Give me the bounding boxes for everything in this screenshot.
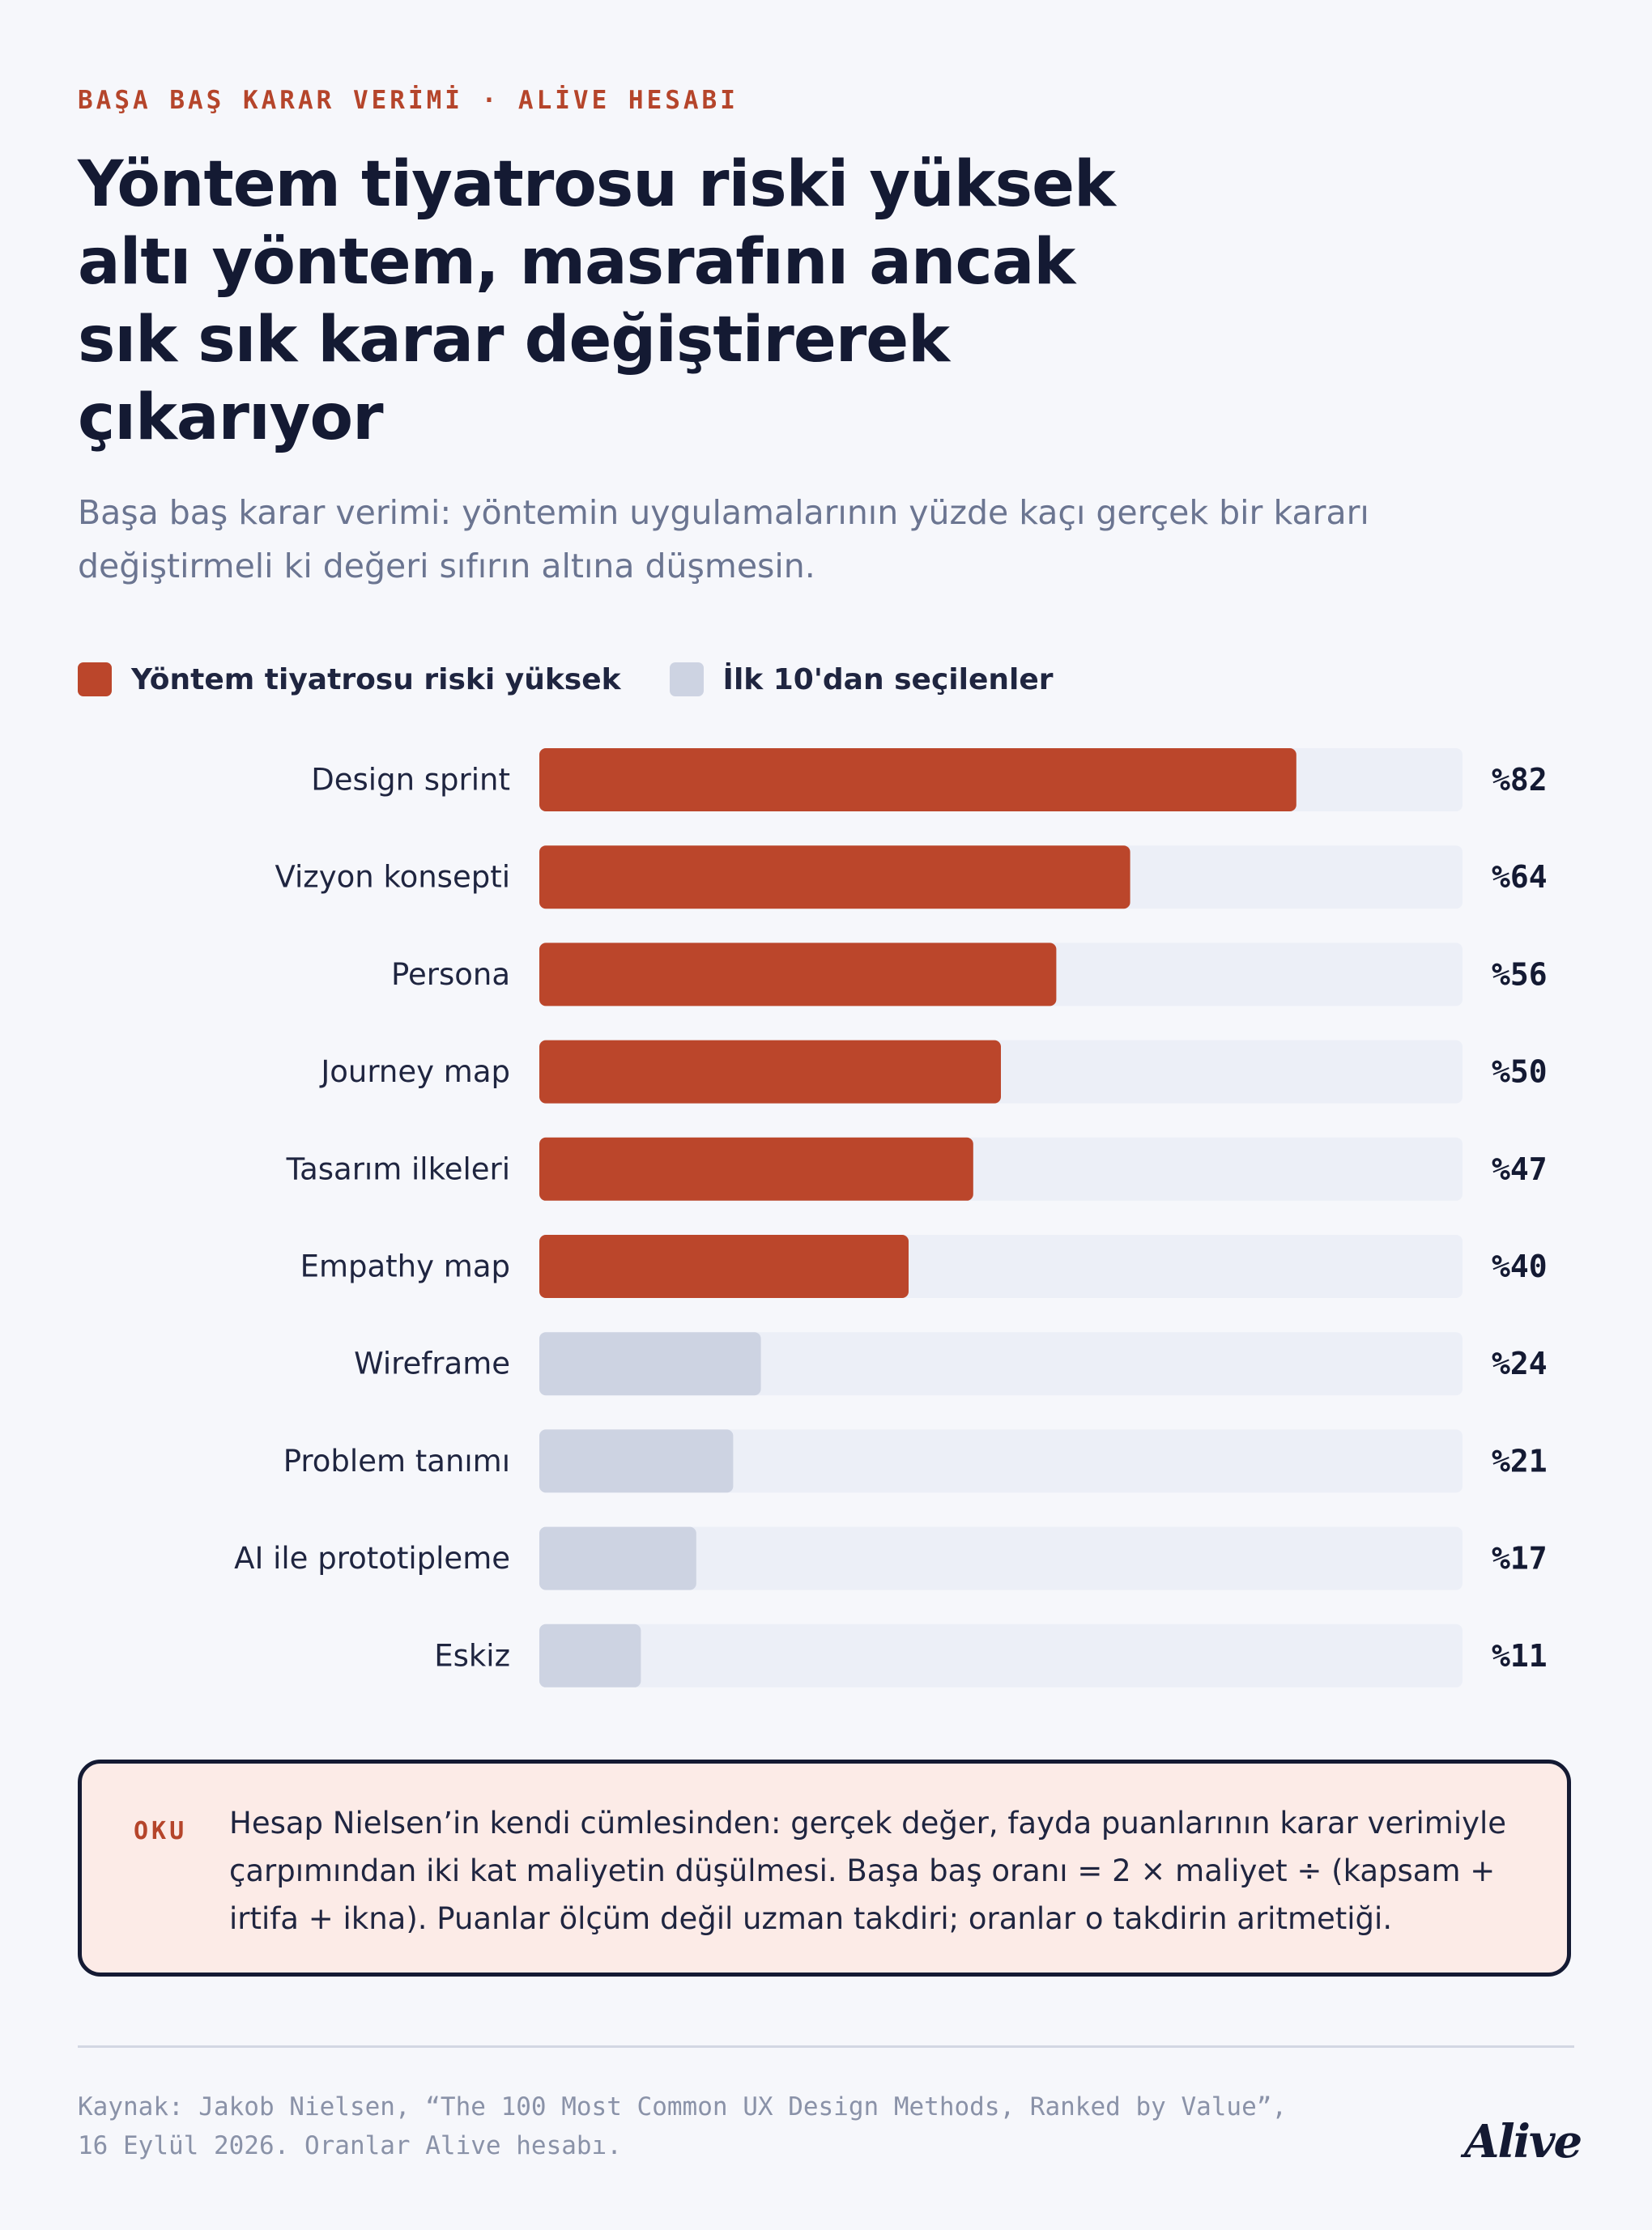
legend-item-top10: İlk 10'dan seçilenler bbox=[669, 662, 1054, 696]
bar bbox=[539, 943, 1057, 1006]
note-tag: OKU bbox=[134, 1817, 188, 1845]
legend-swatch-high-risk bbox=[78, 662, 112, 696]
legend: Yöntem tiyatrosu riski yüksek İlk 10'dan… bbox=[78, 658, 1102, 701]
alive-logo: Alive bbox=[1464, 2115, 1582, 2168]
note-text: Hesap Nielsen’in kendi cümlesinden: gerç… bbox=[229, 1806, 1507, 1936]
reading-note: OKU Hesap Nielsen’in kendi cümlesinden: … bbox=[78, 1760, 1571, 1977]
bar-track bbox=[539, 1429, 1463, 1493]
bar bbox=[539, 1040, 1001, 1104]
value-label: %64 bbox=[1492, 859, 1548, 895]
chart-subtitle: Başa baş karar verimi: yöntemin uygulama… bbox=[78, 493, 1369, 585]
bar bbox=[539, 1235, 909, 1298]
bar-track bbox=[539, 1526, 1463, 1590]
footer-divider bbox=[78, 2045, 1574, 2048]
legend-item-high-risk: Yöntem tiyatrosu riski yüksek bbox=[78, 662, 621, 696]
value-label: %11 bbox=[1492, 1638, 1548, 1674]
legend-label-high-risk: Yöntem tiyatrosu riski yüksek bbox=[131, 662, 621, 696]
category-label: AI ile prototipleme bbox=[234, 1541, 510, 1576]
eyebrow: BAŞA BAŞ KARAR VERİMİ · ALİVE HESABI bbox=[78, 86, 739, 115]
category-label: Eskiz bbox=[434, 1638, 510, 1673]
category-label: Problem tanımı bbox=[283, 1444, 510, 1479]
bar bbox=[539, 1624, 641, 1687]
legend-swatch-top10 bbox=[669, 662, 704, 696]
category-label: Wireframe bbox=[354, 1347, 510, 1381]
bar-track bbox=[539, 1332, 1463, 1396]
category-label: Empathy map bbox=[300, 1249, 510, 1284]
category-label: Tasarım ilkeleri bbox=[286, 1151, 510, 1186]
value-label: %56 bbox=[1492, 956, 1548, 992]
value-label: %82 bbox=[1492, 762, 1548, 798]
value-label: %47 bbox=[1492, 1151, 1548, 1187]
chart-title: Yöntem tiyatrosu riski yüksek altı yönte… bbox=[78, 148, 1116, 454]
bar bbox=[539, 1332, 761, 1396]
value-label: %50 bbox=[1492, 1054, 1548, 1090]
category-label: Design sprint bbox=[311, 763, 510, 798]
category-label: Persona bbox=[391, 957, 510, 992]
legend-label-top10: İlk 10'dan seçilenler bbox=[722, 662, 1054, 696]
value-label: %40 bbox=[1492, 1249, 1548, 1284]
bar bbox=[539, 1137, 973, 1201]
bar bbox=[539, 845, 1130, 909]
value-label: %17 bbox=[1492, 1541, 1548, 1577]
bar bbox=[539, 1526, 696, 1590]
bar bbox=[539, 1429, 734, 1493]
category-label: Journey map bbox=[319, 1054, 510, 1089]
value-label: %24 bbox=[1492, 1346, 1548, 1381]
bar-track bbox=[539, 1624, 1463, 1687]
source-text: Kaynak: Jakob Nielsen, “The 100 Most Com… bbox=[78, 2092, 1288, 2160]
bar bbox=[539, 748, 1296, 811]
value-label: %21 bbox=[1492, 1443, 1548, 1479]
category-label: Vizyon konsepti bbox=[275, 860, 510, 895]
bar-chart: Design sprint %82 Vizyon konsepti %64 Person… bbox=[234, 748, 1548, 1687]
